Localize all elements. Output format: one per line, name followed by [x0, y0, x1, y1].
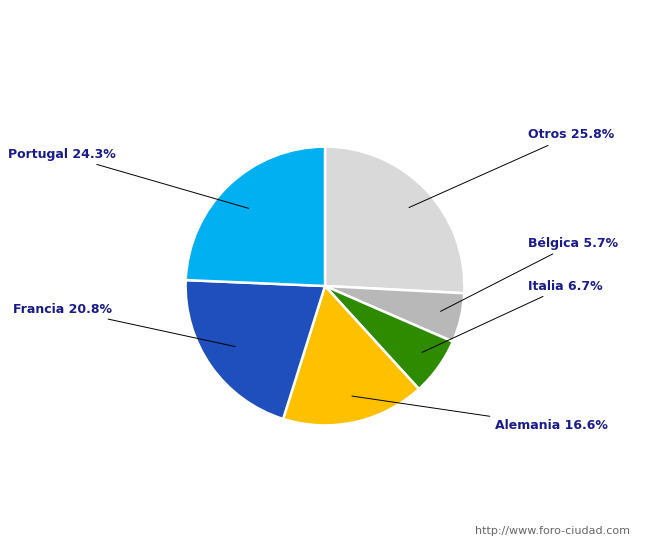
Text: Alemania 16.6%: Alemania 16.6%	[352, 396, 608, 432]
Wedge shape	[186, 147, 325, 286]
Wedge shape	[283, 286, 419, 425]
Text: Portugal 24.3%: Portugal 24.3%	[8, 148, 249, 208]
Wedge shape	[325, 147, 464, 293]
Wedge shape	[186, 280, 325, 419]
Wedge shape	[325, 286, 453, 389]
Wedge shape	[325, 286, 464, 342]
Text: Francia 20.8%: Francia 20.8%	[13, 302, 235, 346]
Text: Bélgica 5.7%: Bélgica 5.7%	[441, 237, 618, 311]
Text: Otros 25.8%: Otros 25.8%	[409, 129, 614, 207]
Text: Aldehuela de la Bóveda - Turistas extranjeros según país - Abril de 2024: Aldehuela de la Bóveda - Turistas extran…	[60, 13, 590, 29]
Text: Italia 6.7%: Italia 6.7%	[422, 279, 603, 353]
Text: http://www.foro-ciudad.com: http://www.foro-ciudad.com	[476, 526, 630, 536]
